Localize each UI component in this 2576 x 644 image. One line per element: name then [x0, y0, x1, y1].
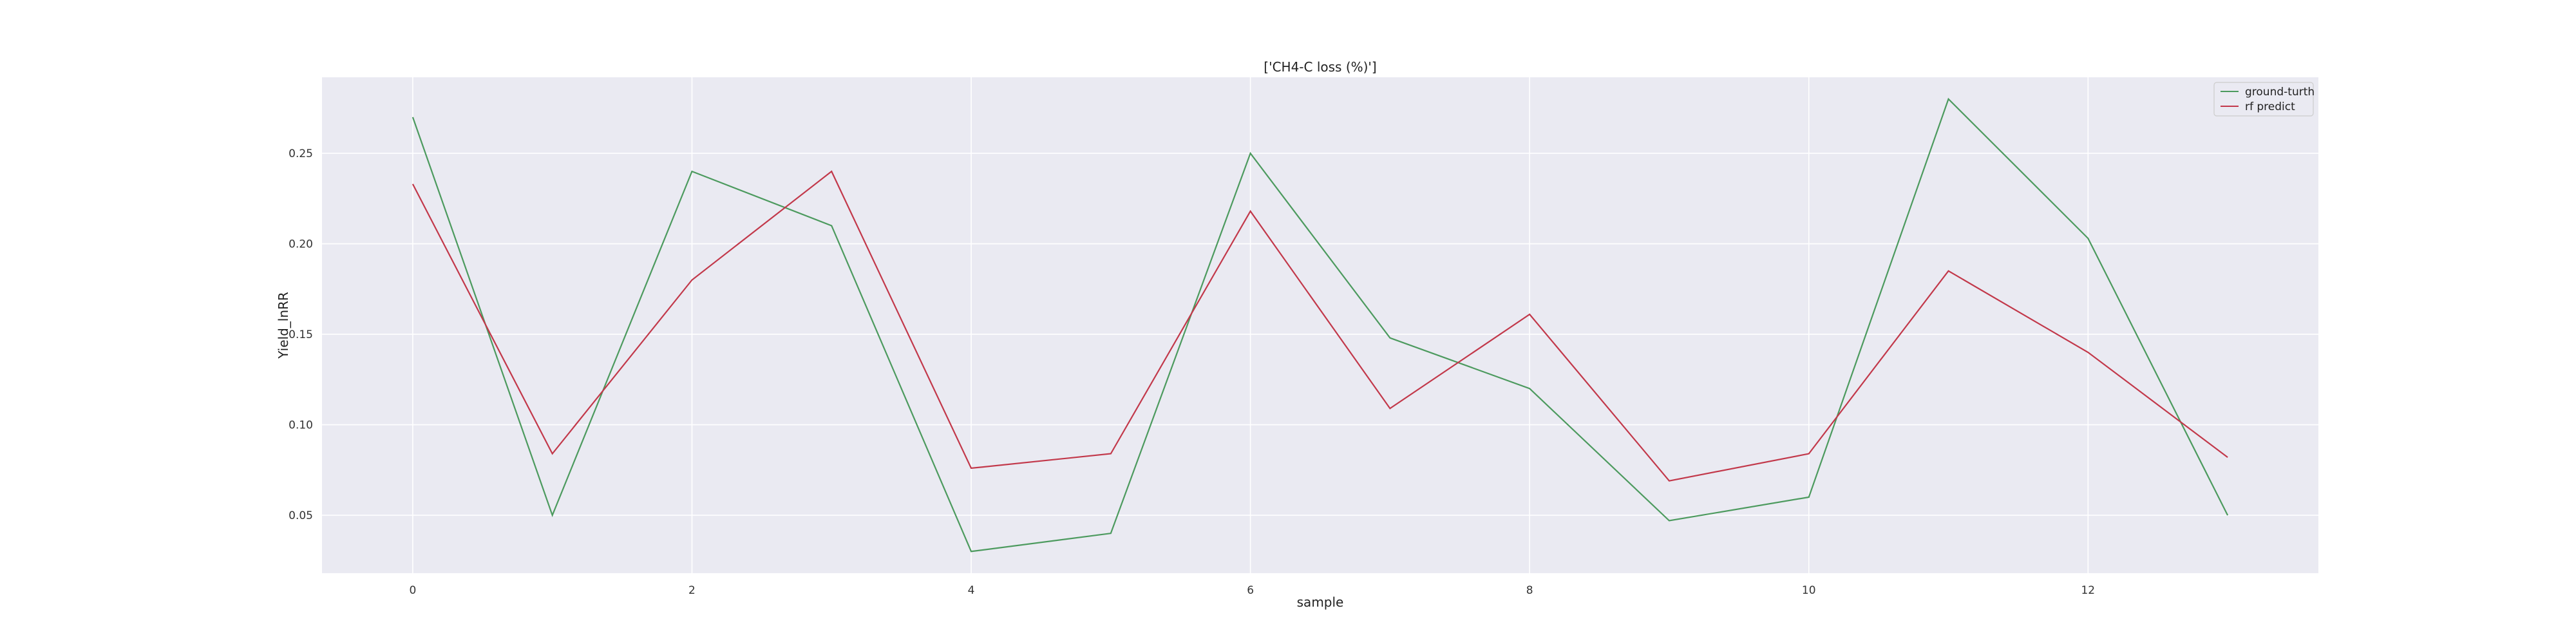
y-tick-label: 0.05: [289, 509, 313, 522]
y-tick-label: 0.25: [289, 147, 313, 160]
x-tick-label: 8: [1526, 584, 1533, 597]
plot-area-background: [322, 77, 2318, 573]
series-layer: [412, 97, 2229, 553]
legend-label-ground-turth: ground-turth: [2245, 86, 2315, 99]
x-tick-label: 10: [1802, 584, 1816, 597]
x-tick-label: 12: [2081, 584, 2095, 597]
chart-title: ['CH4-C loss (%)']: [1264, 59, 1376, 75]
series-line-ground-turth: [412, 97, 2229, 553]
series-line-rf-predict: [412, 170, 2228, 482]
y-tick-label: 0.10: [289, 419, 313, 432]
x-axis-label: sample: [1297, 594, 1344, 610]
x-axis-ticks: 0 2 4 6 8 10 12: [409, 584, 2095, 597]
x-tick-label: 0: [409, 584, 416, 597]
y-axis-label: Yield_lnRR: [276, 292, 291, 359]
grid-lines: [322, 77, 2318, 573]
x-tick-label: 2: [688, 584, 696, 597]
legend-label-rf-predict: rf predict: [2245, 100, 2295, 113]
legend-box: [2213, 82, 2314, 117]
x-tick-label: 4: [968, 584, 975, 597]
y-axis-ticks: 0.05 0.10 0.15 0.20 0.25: [289, 147, 313, 522]
y-tick-label: 0.15: [289, 328, 313, 341]
legend: ground-turth rf predict: [2213, 82, 2315, 117]
y-tick-label: 0.20: [289, 238, 313, 251]
x-tick-label: 6: [1247, 584, 1254, 597]
